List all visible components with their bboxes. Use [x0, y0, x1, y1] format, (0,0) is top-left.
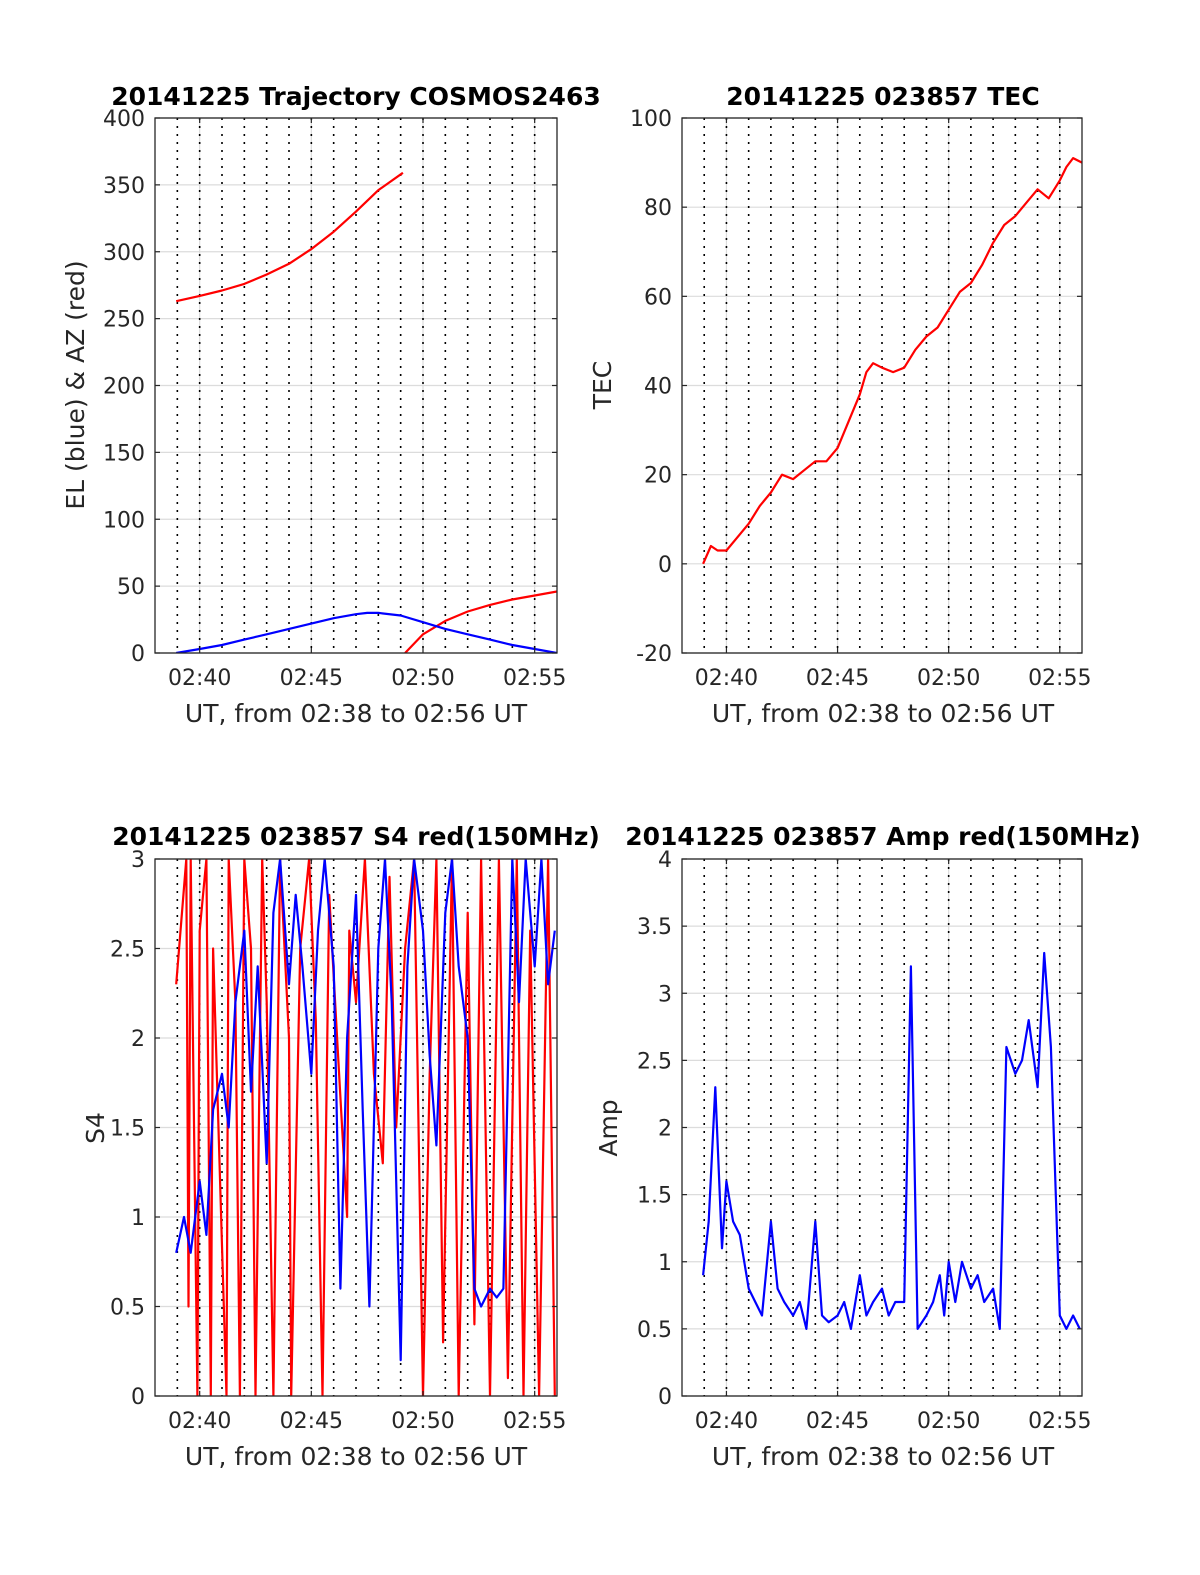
- tec-x-tick-label: 02:45: [806, 666, 869, 691]
- tec-plot-y-axis-label: TEC: [588, 361, 617, 411]
- trajectory-y-tick-label: 350: [103, 174, 145, 199]
- tec-plot: 20141225 023857 TEC UT, from 02:38 to 02…: [588, 82, 1091, 728]
- s4-series-line-1: [175, 859, 556, 1362]
- amp-plot-title: 20141225 023857 Amp red(150MHz): [625, 822, 1141, 851]
- tec-y-tick-label: 40: [644, 375, 672, 400]
- amp-x-tick-label: 02:55: [1028, 1409, 1091, 1434]
- s4-x-tick-label: 02:55: [503, 1409, 566, 1434]
- tec-y-tick-label: 100: [630, 107, 672, 132]
- s4-plot-title: 20141225 023857 S4 red(150MHz): [112, 822, 600, 851]
- tec-plot-title: 20141225 023857 TEC: [726, 82, 1039, 111]
- tec-y-tick-label: 0: [658, 553, 672, 578]
- s4-y-tick-label: 2: [131, 1027, 145, 1052]
- s4-y-tick-label: 0.5: [110, 1296, 145, 1321]
- trajectory-plot-x-axis-label: UT, from 02:38 to 02:56 UT: [185, 699, 528, 728]
- trajectory-series-group: [175, 171, 557, 653]
- amp-y-tick-label: 1: [658, 1251, 672, 1276]
- amp-y-tick-label: 2.5: [637, 1049, 672, 1074]
- tec-series-group: [702, 157, 1082, 565]
- s4-x-tick-label: 02:50: [391, 1409, 454, 1434]
- amp-y-tick-label: 1.5: [637, 1184, 672, 1209]
- amp-series-group: [702, 951, 1081, 1330]
- s4-plot-x-axis-label: UT, from 02:38 to 02:56 UT: [185, 1442, 528, 1471]
- trajectory-x-tick-label: 02:55: [503, 666, 566, 691]
- trajectory-y-tick-label: 150: [103, 441, 145, 466]
- amp-y-tick-label: 3.5: [637, 915, 672, 940]
- amp-series-line-0: [702, 951, 1081, 1330]
- tec-x-tick-label: 02:50: [917, 666, 980, 691]
- amp-y-tick-label: 0: [658, 1385, 672, 1410]
- trajectory-y-tick-label: 200: [103, 375, 145, 400]
- trajectory-plot-y-axis-label: EL (blue) & AZ (red): [61, 260, 90, 509]
- trajectory-series-line-0: [175, 171, 557, 653]
- amp-plot: 20141225 023857 Amp red(150MHz) UT, from…: [594, 822, 1141, 1471]
- tec-y-tick-label: 60: [644, 285, 672, 310]
- amp-x-tick-label: 02:40: [695, 1409, 758, 1434]
- trajectory-y-tick-label: 0: [131, 642, 145, 667]
- trajectory-plot: 20141225 Trajectory COSMOS2463 UT, from …: [61, 82, 601, 728]
- amp-y-tick-label: 2: [658, 1117, 672, 1142]
- trajectory-y-tick-label: 400: [103, 107, 145, 132]
- trajectory-plot-title: 20141225 Trajectory COSMOS2463: [111, 82, 601, 111]
- trajectory-y-tick-label: 250: [103, 308, 145, 333]
- s4-series-group: [175, 859, 556, 1396]
- tec-y-tick-label: 80: [644, 196, 672, 221]
- trajectory-x-tick-label: 02:45: [280, 666, 343, 691]
- s4-y-tick-label: 1: [131, 1206, 145, 1231]
- s4-plot: 20141225 023857 S4 red(150MHz) UT, from …: [81, 822, 600, 1471]
- amp-y-tick-label: 0.5: [637, 1318, 672, 1343]
- s4-y-tick-label: 2.5: [110, 938, 145, 963]
- trajectory-y-tick-label: 300: [103, 241, 145, 266]
- s4-plot-y-axis-label: S4: [81, 1112, 110, 1144]
- tec-series-line-0: [702, 157, 1082, 565]
- s4-y-tick-label: 3: [131, 848, 145, 873]
- amp-x-tick-label: 02:45: [806, 1409, 869, 1434]
- tec-plot-x-axis-label: UT, from 02:38 to 02:56 UT: [712, 699, 1055, 728]
- s4-x-tick-label: 02:40: [168, 1409, 231, 1434]
- trajectory-x-tick-label: 02:50: [391, 666, 454, 691]
- tec-x-tick-label: 02:55: [1028, 666, 1091, 691]
- trajectory-series-line-1: [176, 611, 557, 653]
- amp-x-tick-label: 02:50: [917, 1409, 980, 1434]
- amp-y-tick-label: 3: [658, 982, 672, 1007]
- amp-plot-x-axis-label: UT, from 02:38 to 02:56 UT: [712, 1442, 1055, 1471]
- trajectory-x-tick-label: 02:40: [168, 666, 231, 691]
- s4-y-tick-label: 1.5: [110, 1117, 145, 1142]
- s4-series-line-0: [175, 859, 556, 1396]
- tec-x-tick-label: 02:40: [695, 666, 758, 691]
- trajectory-y-tick-label: 100: [103, 508, 145, 533]
- s4-y-tick-label: 0: [131, 1385, 145, 1410]
- tec-y-tick-label: -20: [636, 642, 672, 667]
- trajectory-y-tick-label: 50: [117, 575, 145, 600]
- tec-y-tick-label: 20: [644, 464, 672, 489]
- amp-plot-y-axis-label: Amp: [594, 1099, 623, 1156]
- amp-y-tick-label: 4: [658, 848, 672, 873]
- s4-x-tick-label: 02:45: [280, 1409, 343, 1434]
